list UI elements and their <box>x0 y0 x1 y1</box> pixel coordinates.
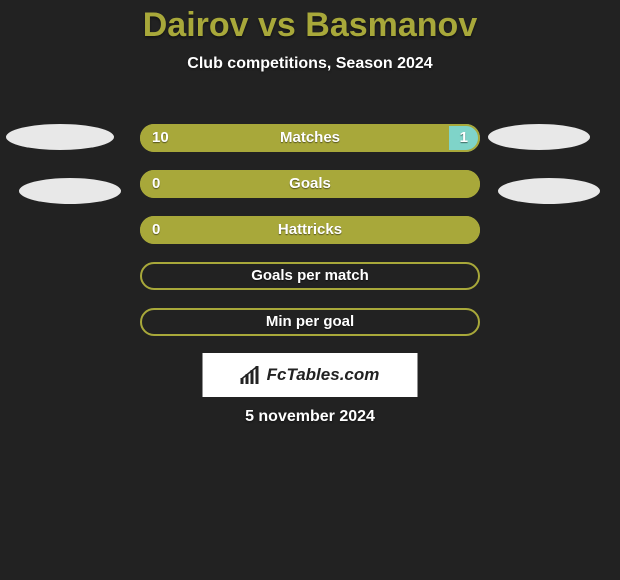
page-subtitle: Club competitions, Season 2024 <box>0 55 620 73</box>
stat-row: 0Goals <box>140 170 480 198</box>
decorative-ellipse <box>498 178 600 204</box>
decorative-ellipse <box>19 178 121 204</box>
stat-row: 0Hattricks <box>140 216 480 244</box>
logo-box: FcTables.com <box>203 353 418 397</box>
stat-label: Matches <box>140 124 480 152</box>
decorative-ellipse <box>488 124 590 150</box>
stat-row: Min per goal <box>140 308 480 336</box>
logo: FcTables.com <box>241 365 380 385</box>
stat-row: Goals per match <box>140 262 480 290</box>
stat-label: Goals <box>140 170 480 198</box>
date-label: 5 november 2024 <box>0 408 620 426</box>
bars-icon <box>241 366 263 384</box>
stat-row: 101Matches <box>140 124 480 152</box>
page-title: Dairov vs Basmanov <box>0 0 620 45</box>
stat-label: Min per goal <box>140 308 480 336</box>
stat-label: Goals per match <box>140 262 480 290</box>
logo-text: FcTables.com <box>267 365 380 385</box>
stat-label: Hattricks <box>140 216 480 244</box>
decorative-ellipse <box>6 124 114 150</box>
